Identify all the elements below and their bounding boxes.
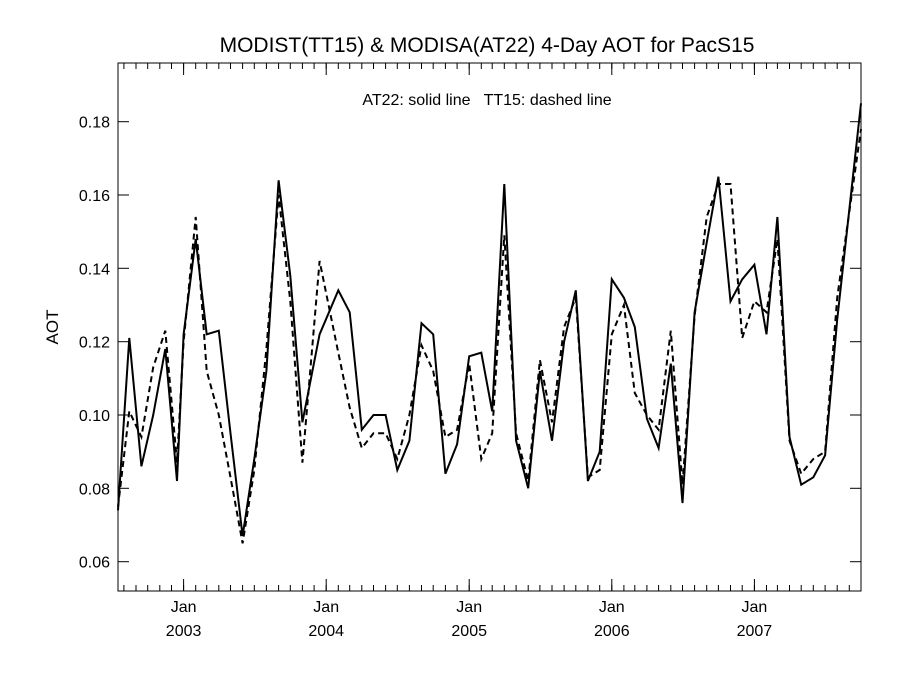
x-tick-month-label: Jan (599, 599, 625, 616)
x-tick-year-label: 2006 (594, 623, 630, 640)
y-tick-label: 0.16 (79, 188, 110, 205)
axis-ticks: 0.06 0.08 0.10 0.12 0.14 0.16 0.18 Jan 2003 Jan 20… (79, 63, 862, 640)
x-tick-year-label: 2007 (737, 623, 773, 640)
series-line-tt15 (117, 128, 862, 544)
y-axis-label: AOT (43, 310, 62, 345)
y-tick-label: 0.06 (79, 555, 110, 572)
x-tick-year-label: 2004 (308, 623, 344, 640)
x-tick-month-label: Jan (456, 599, 482, 616)
x-tick-year-label: 2003 (166, 623, 202, 640)
series-lines (117, 103, 862, 544)
y-tick-label: 0.08 (79, 481, 110, 498)
plot-frame (117, 62, 862, 592)
series-line-at22 (117, 103, 862, 537)
legend-annotation: AT22: solid line TT15: dashed line (362, 92, 611, 109)
chart-title: MODIST(TT15) & MODISA(AT22) 4-Day AOT fo… (220, 34, 755, 57)
y-tick-label: 0.18 (79, 115, 110, 132)
y-tick-label: 0.12 (79, 335, 110, 352)
x-tick-year-label: 2005 (451, 623, 487, 640)
x-tick-month-label: Jan (313, 599, 339, 616)
x-tick-month-label: Jan (171, 599, 197, 616)
y-tick-label: 0.10 (79, 408, 110, 425)
y-tick-label: 0.14 (79, 261, 110, 278)
x-tick-month-label: Jan (742, 599, 768, 616)
